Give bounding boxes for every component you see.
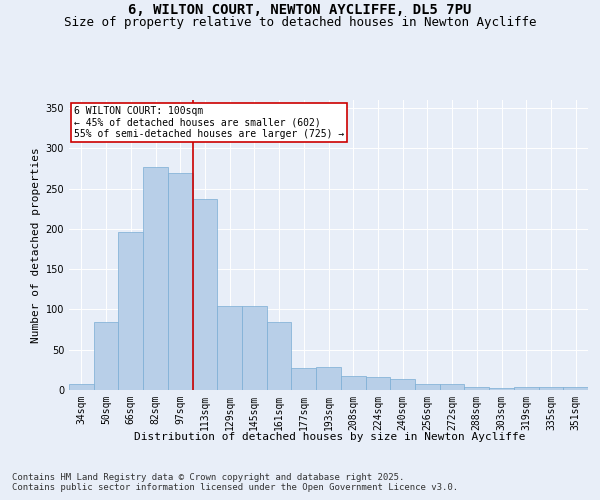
Bar	[365, 377, 390, 390]
Bar	[489, 388, 514, 390]
Text: Contains public sector information licensed under the Open Government Licence v3: Contains public sector information licen…	[12, 484, 458, 492]
Bar	[94, 322, 118, 390]
Text: 6 WILTON COURT: 100sqm
← 45% of detached houses are smaller (602)
55% of semi-de: 6 WILTON COURT: 100sqm ← 45% of detached…	[74, 106, 344, 139]
Bar	[267, 322, 292, 390]
Bar	[69, 384, 94, 390]
Y-axis label: Number of detached properties: Number of detached properties	[31, 147, 41, 343]
Text: Size of property relative to detached houses in Newton Aycliffe: Size of property relative to detached ho…	[64, 16, 536, 29]
Bar	[242, 306, 267, 390]
Bar	[118, 232, 143, 390]
Bar	[539, 387, 563, 390]
Bar	[193, 199, 217, 390]
Bar	[440, 384, 464, 390]
Text: Distribution of detached houses by size in Newton Aycliffe: Distribution of detached houses by size …	[134, 432, 526, 442]
Bar	[143, 167, 168, 390]
Bar	[563, 387, 588, 390]
Text: Contains HM Land Registry data © Crown copyright and database right 2025.: Contains HM Land Registry data © Crown c…	[12, 472, 404, 482]
Bar	[316, 366, 341, 390]
Bar	[390, 378, 415, 390]
Text: 6, WILTON COURT, NEWTON AYCLIFFE, DL5 7PU: 6, WILTON COURT, NEWTON AYCLIFFE, DL5 7P…	[128, 2, 472, 16]
Bar	[292, 368, 316, 390]
Bar	[464, 387, 489, 390]
Bar	[168, 174, 193, 390]
Bar	[415, 384, 440, 390]
Bar	[341, 376, 365, 390]
Bar	[514, 387, 539, 390]
Bar	[217, 306, 242, 390]
